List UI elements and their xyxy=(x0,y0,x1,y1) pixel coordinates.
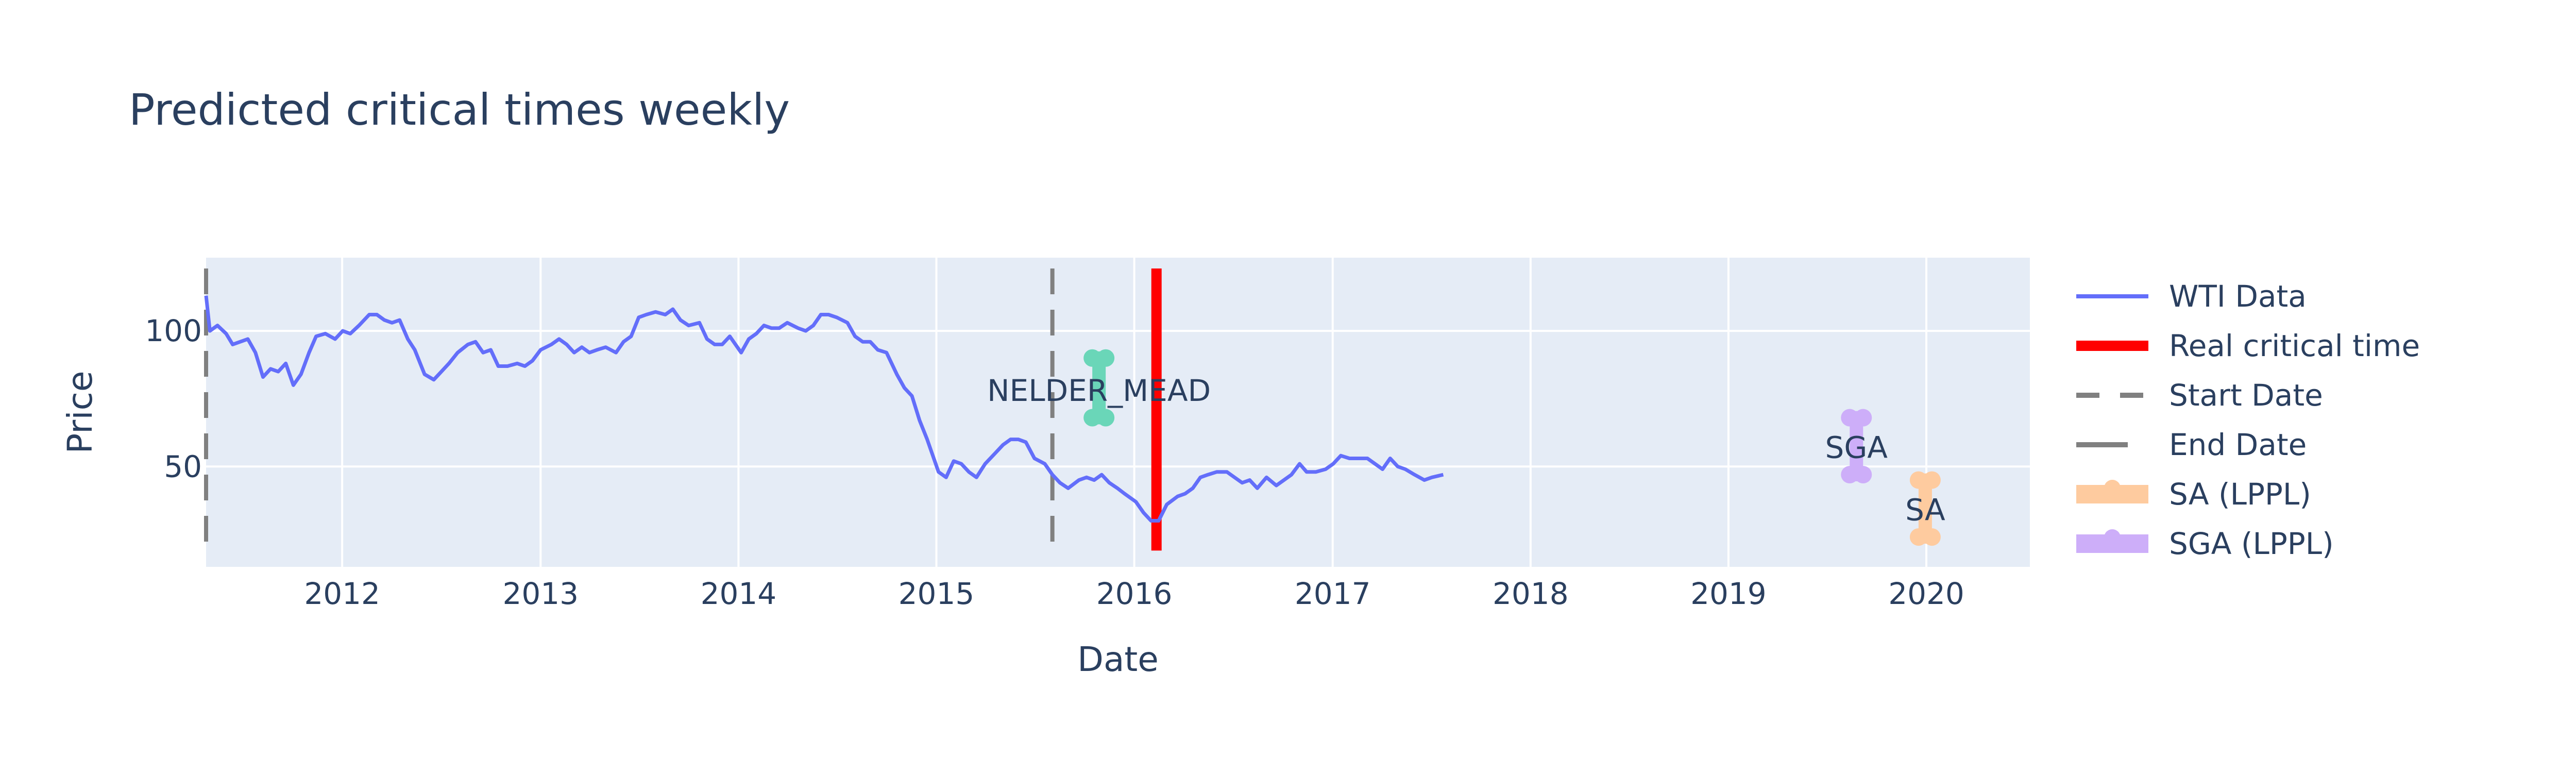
marker-point-sa-lppl- xyxy=(1909,528,1927,546)
x-axis-title: Date xyxy=(1077,640,1159,679)
x-tick-labels: 2012 2013 2014 2015 2016 2017 2018 2019 2020 xyxy=(304,576,1964,611)
x-tick-label: 2018 xyxy=(1493,576,1569,611)
legend-marker-sga-lppl- xyxy=(2104,529,2121,546)
plot-area xyxy=(206,258,2030,567)
marker-group: NELDER_MEAD SA SGA xyxy=(987,349,1945,546)
marker-point-nelder-mead xyxy=(1097,409,1115,427)
y-tick-labels: 50 100 xyxy=(145,313,202,484)
legend-label-real-critical-time: Real critical time xyxy=(2169,328,2420,363)
marker-point-sa-lppl- xyxy=(1923,471,1941,489)
grid xyxy=(206,258,2030,567)
series-line-wti-data xyxy=(204,295,1444,523)
y-tick-label: 100 xyxy=(145,313,202,348)
legend-marker-sa-lppl- xyxy=(2104,480,2121,496)
annotation-sga-lppl-: SGA xyxy=(1825,430,1888,465)
x-tick-label: 2015 xyxy=(899,576,975,611)
annotation-nelder-mead: NELDER_MEAD xyxy=(987,373,1211,408)
legend: WTI Data Real critical time Start Date End … xyxy=(2076,279,2420,561)
x-tick-label: 2017 xyxy=(1295,576,1371,611)
legend-label-sga-lppl-: SGA (LPPL) xyxy=(2169,526,2334,561)
marker-point-nelder-mead xyxy=(1083,349,1101,367)
legend-label-wti-data: WTI Data xyxy=(2169,279,2307,314)
x-tick-label: 2013 xyxy=(502,576,579,611)
y-tick-label: 50 xyxy=(164,449,202,484)
marker-point-sga-lppl- xyxy=(1854,466,1872,484)
marker-point-sa-lppl- xyxy=(1909,471,1927,489)
x-tick-label: 2014 xyxy=(701,576,777,611)
legend-label-sa-lppl-: SA (LPPL) xyxy=(2169,477,2311,512)
marker-point-sga-lppl- xyxy=(1854,409,1872,427)
marker-point-nelder-mead xyxy=(1083,409,1101,427)
series-group xyxy=(204,295,1444,523)
chart-title: Predicted critical times weekly xyxy=(129,85,790,135)
x-tick-label: 2016 xyxy=(1096,576,1173,611)
x-tick-label: 2020 xyxy=(1888,576,1964,611)
legend-label-end-date: End Date xyxy=(2169,427,2307,462)
legend-label-start-date: Start Date xyxy=(2169,378,2323,413)
vertical-lines xyxy=(204,268,1162,551)
x-tick-label: 2019 xyxy=(1690,576,1767,611)
x-tick-label: 2012 xyxy=(304,576,380,611)
marker-point-nelder-mead xyxy=(1097,349,1115,367)
y-axis-title: Price xyxy=(60,371,100,453)
marker-point-sga-lppl- xyxy=(1841,466,1859,484)
annotation-sa-lppl-: SA xyxy=(1905,492,1945,527)
marker-point-sa-lppl- xyxy=(1923,528,1941,546)
marker-point-sga-lppl- xyxy=(1841,409,1859,427)
